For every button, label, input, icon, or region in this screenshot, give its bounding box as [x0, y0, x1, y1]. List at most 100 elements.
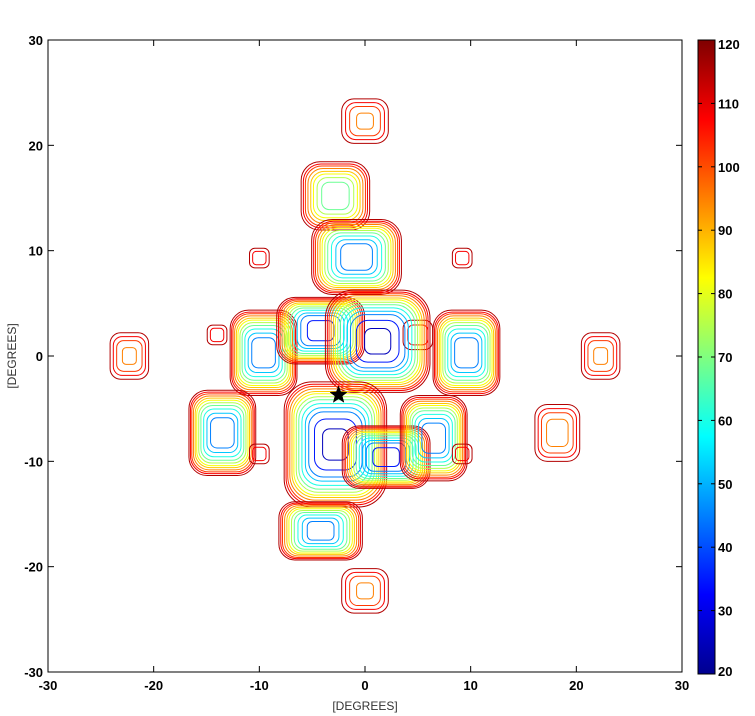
contour-line — [327, 232, 386, 282]
contour-line — [302, 163, 368, 229]
contour-line — [349, 575, 381, 607]
contour-line — [313, 220, 400, 294]
contour-line — [311, 219, 402, 295]
contour-line — [444, 324, 489, 381]
contour-line — [451, 443, 473, 465]
contour-line — [399, 395, 468, 482]
contour-line — [248, 247, 270, 269]
contour-line — [455, 250, 470, 266]
contour-line — [203, 408, 242, 458]
contour-line — [328, 293, 427, 390]
contour-line — [353, 433, 420, 481]
contour-line — [324, 230, 389, 284]
x-axis-ticks: -30 -20 -10 0 10 20 30 — [39, 40, 689, 693]
contour-line — [343, 426, 429, 488]
contour-line — [442, 322, 491, 384]
contour-line — [206, 324, 228, 346]
contour-line — [321, 227, 392, 287]
contour-line — [252, 250, 267, 266]
contour-lobe — [341, 568, 389, 614]
contour-line — [288, 508, 353, 554]
contour-line — [414, 413, 453, 463]
contour-line — [349, 105, 381, 137]
contour-lobe — [300, 161, 371, 231]
contour-line — [356, 582, 374, 600]
y-tick-label: 30 — [29, 33, 43, 48]
colorbar-tick-label: 80 — [718, 287, 732, 302]
contour-lobe — [206, 324, 228, 346]
contour-line — [291, 390, 380, 499]
contour-line — [306, 320, 335, 342]
colorbar-tick-label: 30 — [718, 604, 732, 619]
contour-line — [434, 311, 499, 395]
contour-line — [189, 391, 255, 475]
contour-line — [350, 431, 422, 483]
contour-line — [317, 224, 396, 290]
contour-line — [283, 302, 358, 359]
contour-line — [307, 168, 364, 224]
x-tick-label: 10 — [463, 678, 477, 693]
contour-line — [296, 312, 345, 349]
contour-line — [349, 314, 406, 369]
contour-lobe — [248, 443, 270, 465]
contour-line — [345, 102, 385, 141]
contour-line — [341, 425, 431, 489]
contour-line — [319, 226, 394, 288]
contour-lobe — [432, 309, 501, 396]
colorbar-tick-label: 110 — [718, 96, 739, 111]
contour-line — [112, 336, 146, 376]
contour-line — [450, 332, 483, 374]
colorbar-tick-label: 70 — [718, 350, 732, 365]
contour-line — [188, 389, 257, 477]
y-tick-label: -10 — [24, 454, 43, 469]
contour-line — [437, 315, 496, 391]
x-axis-label: [DEGREES] — [332, 699, 397, 713]
y-tick-label: -20 — [24, 560, 43, 575]
contour-lobe — [324, 289, 431, 393]
contour-line — [248, 443, 270, 465]
colorbar-tick-label: 120 — [718, 37, 740, 52]
contour-lobe — [451, 443, 473, 465]
contour-line — [345, 427, 428, 487]
contour-line — [345, 571, 385, 610]
contour-line — [447, 328, 486, 378]
contour-line — [289, 388, 382, 501]
contour-lines — [109, 98, 621, 614]
contour-line — [286, 506, 355, 555]
contour-lobe — [451, 247, 473, 269]
contour-line — [321, 181, 350, 211]
contour-lobe — [341, 98, 389, 144]
contour-line — [584, 336, 618, 376]
contour-line — [287, 305, 354, 356]
contour-line — [206, 412, 239, 454]
x-tick-label: -20 — [144, 678, 163, 693]
contour-line — [537, 408, 577, 458]
y-tick-label: 20 — [29, 138, 43, 153]
y-tick-label: 0 — [36, 349, 43, 364]
contour-lobe — [580, 332, 621, 380]
contour-line — [365, 442, 407, 472]
contour-line — [314, 222, 399, 292]
contour-line — [404, 400, 464, 476]
contour-line — [282, 503, 360, 558]
contour-line — [407, 404, 460, 472]
contour-line — [285, 303, 356, 358]
contour-line — [284, 505, 358, 557]
contour-line — [279, 299, 362, 362]
contour-line — [196, 399, 249, 467]
contour-line — [297, 514, 344, 548]
contour-line — [372, 447, 400, 468]
contour-line — [455, 446, 470, 462]
contour-line — [304, 165, 366, 227]
colorbar-tick-label: 20 — [718, 664, 732, 679]
contour-line — [440, 319, 493, 387]
contour-line — [534, 403, 581, 462]
contour-line — [341, 98, 389, 144]
colorbar-tick-label: 60 — [718, 413, 732, 428]
contour-line — [330, 295, 425, 388]
contour-line — [346, 310, 409, 372]
contour-line — [326, 291, 429, 391]
contour-line — [364, 327, 392, 355]
x-tick-label: -30 — [39, 678, 58, 693]
